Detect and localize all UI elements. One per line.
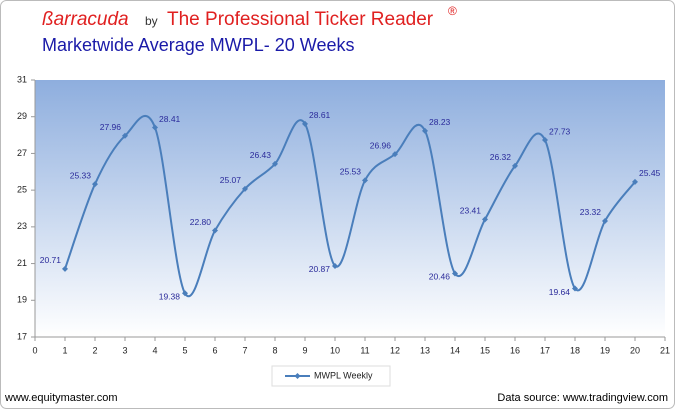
x-tick-label: 4 [152,345,157,355]
title-mark: ® [448,4,457,18]
x-tick-label: 6 [212,345,217,355]
legend-label: MWPL Weekly [314,370,373,380]
brand: ßarracuda [42,9,129,30]
data-label: 20.87 [309,264,331,274]
data-label: 19.38 [159,292,181,302]
data-label: 26.96 [370,140,392,150]
x-tick-label: 17 [540,345,550,355]
x-tick-label: 20 [630,345,640,355]
marker [152,124,158,131]
y-tick-label: 25 [17,185,27,195]
x-tick-label: 2 [92,345,97,355]
data-label: 28.23 [429,117,451,127]
data-label: 25.45 [639,168,661,178]
x-tick-label: 3 [122,345,127,355]
data-label: 20.46 [429,272,451,282]
x-tick-label: 13 [420,345,430,355]
footer-right: Data source: www.tradingview.com [497,392,668,404]
marker [332,262,338,269]
x-tick-label: 1 [62,345,67,355]
x-tick-label: 16 [510,345,520,355]
data-label: 25.53 [340,167,362,177]
x-tick-label: 9 [302,345,307,355]
chart-title: The Professional Ticker Reader [167,9,434,30]
x-tick-label: 5 [182,345,187,355]
data-label: 23.41 [460,206,482,216]
data-label: 25.07 [220,175,242,185]
plot-area [35,80,665,337]
footer-left: www.equitymaster.com [4,392,117,404]
marker [242,185,248,192]
marker [212,227,218,234]
x-tick-label: 8 [272,345,277,355]
data-label: 28.61 [309,110,331,120]
marker [602,217,608,224]
data-label: 25.33 [70,170,92,180]
marker [452,270,458,277]
marker [122,132,128,139]
x-tick-label: 10 [330,345,340,355]
x-tick-label: 0 [32,345,37,355]
marker [392,151,398,158]
x-tick-label: 12 [390,345,400,355]
subtitle: Marketwide Average MWPL- 20 Weeks [42,35,354,55]
marker [572,285,578,292]
x-tick-label: 19 [600,345,610,355]
y-tick-label: 27 [17,148,27,158]
data-label: 22.80 [190,217,212,227]
data-label: 19.64 [549,287,571,297]
marker [632,178,638,185]
marker [362,177,368,184]
y-tick-label: 17 [17,331,27,341]
data-label: 26.32 [490,152,512,162]
marker [542,137,548,144]
x-tick-label: 14 [450,345,460,355]
marker [512,162,518,169]
y-tick-label: 29 [17,111,27,121]
data-label: 23.32 [580,207,602,217]
data-label: 28.41 [159,114,181,124]
data-label: 27.73 [549,126,571,136]
x-tick-label: 21 [660,345,670,355]
y-tick-label: 23 [17,221,27,231]
y-tick-label: 31 [17,74,27,84]
x-tick-label: 15 [480,345,490,355]
data-label: 26.43 [250,150,272,160]
legend-box [271,365,391,387]
x-tick-label: 18 [570,345,580,355]
marker [62,265,68,272]
marker [272,160,278,167]
x-tick-label: 11 [360,345,369,355]
x-tick-label: 7 [242,345,247,355]
marker [422,127,428,134]
marker [92,181,98,188]
marker [482,216,488,223]
data-label: 20.71 [40,255,62,265]
y-tick-label: 19 [17,295,27,305]
data-label: 27.96 [100,122,122,132]
legend-marker [294,373,301,379]
y-tick-label: 21 [17,258,27,268]
by: by [145,14,158,28]
marker [182,290,188,297]
marker [302,120,308,127]
